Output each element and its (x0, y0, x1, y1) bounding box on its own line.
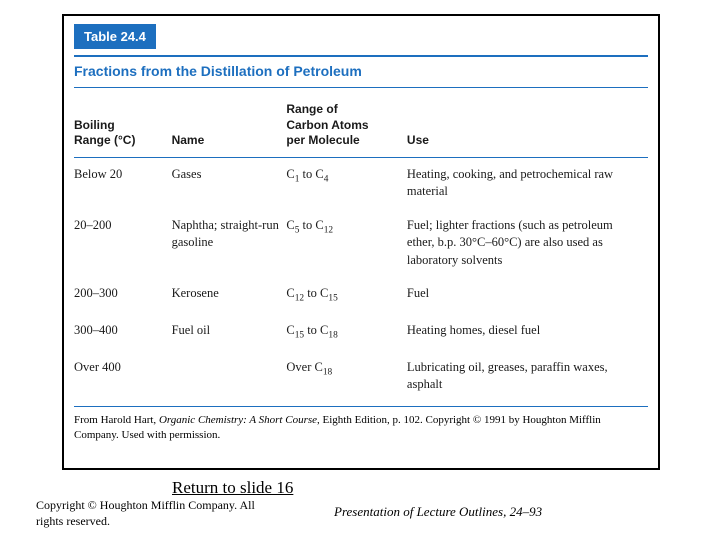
table-number-tag: Table 24.4 (74, 24, 156, 49)
copyright-notice: Copyright © Houghton Mifflin Company. Al… (36, 498, 276, 529)
cell-carbon: C1 to C4 (286, 157, 407, 209)
table-title-bar: Fractions from the Distillation of Petro… (74, 55, 648, 88)
page-footer-right: Presentation of Lecture Outlines, 24–93 (334, 504, 542, 520)
cell-name: Fuel oil (172, 314, 287, 351)
cell-use: Lubricating oil, greases, paraffin waxes… (407, 351, 648, 402)
cell-boiling: 20–200 (74, 209, 172, 278)
table-title: Fractions from the Distillation of Petro… (74, 63, 362, 79)
table-row: Below 20 Gases C1 to C4 Heating, cooking… (74, 157, 648, 209)
cell-boiling: Below 20 (74, 157, 172, 209)
cell-use: Fuel (407, 277, 648, 314)
table-header-row: BoilingRange (°C) Name Range ofCarbon At… (74, 96, 648, 157)
cell-name (172, 351, 287, 402)
cell-boiling: 300–400 (74, 314, 172, 351)
cell-carbon: C5 to C12 (286, 209, 407, 278)
source-attribution: From Harold Hart, Organic Chemistry: A S… (74, 406, 648, 444)
cell-boiling: 200–300 (74, 277, 172, 314)
cell-use: Heating, cooking, and petrochemical raw … (407, 157, 648, 209)
table-row: Over 400 Over C18 Lubricating oil, greas… (74, 351, 648, 402)
table-row: 20–200 Naphtha; straight-run gasoline C5… (74, 209, 648, 278)
cell-use: Fuel; lighter fractions (such as petrole… (407, 209, 648, 278)
cell-use: Heating homes, diesel fuel (407, 314, 648, 351)
table-row: 300–400 Fuel oil C15 to C18 Heating home… (74, 314, 648, 351)
table-body: Below 20 Gases C1 to C4 Heating, cooking… (74, 157, 648, 401)
return-link[interactable]: Return to slide 16 (172, 478, 293, 498)
table-row: 200–300 Kerosene C12 to C15 Fuel (74, 277, 648, 314)
cell-name: Kerosene (172, 277, 287, 314)
col-header-name: Name (172, 96, 287, 157)
col-header-boiling: BoilingRange (°C) (74, 96, 172, 157)
cell-boiling: Over 400 (74, 351, 172, 402)
col-header-use: Use (407, 96, 648, 157)
cell-carbon: C15 to C18 (286, 314, 407, 351)
cell-name: Gases (172, 157, 287, 209)
cell-carbon: Over C18 (286, 351, 407, 402)
cell-name: Naphtha; straight-run gasoline (172, 209, 287, 278)
cell-carbon: C12 to C15 (286, 277, 407, 314)
petroleum-fractions-table: BoilingRange (°C) Name Range ofCarbon At… (74, 96, 648, 402)
col-header-carbon: Range ofCarbon Atomsper Molecule (286, 96, 407, 157)
slide-frame: Table 24.4 Fractions from the Distillati… (62, 14, 660, 470)
